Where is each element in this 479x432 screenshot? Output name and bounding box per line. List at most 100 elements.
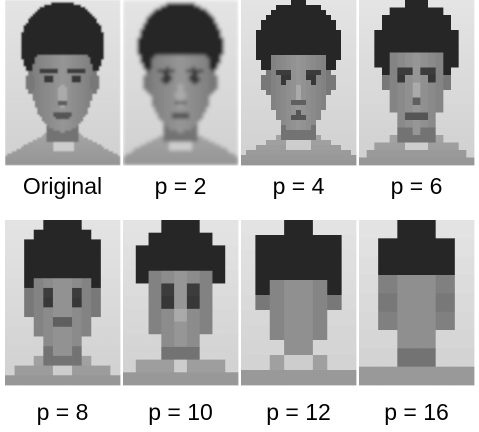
pixel [106, 52, 109, 56]
pixel [131, 57, 135, 62]
pixel [101, 89, 105, 93]
pixel [46, 4, 50, 8]
pixel [76, 61, 79, 65]
pixel [5, 130, 8, 134]
pixel [148, 72, 153, 76]
pixel [83, 98, 86, 102]
pixel [108, 130, 112, 134]
pixel [71, 91, 75, 95]
pixel [7, 38, 10, 42]
pixel [5, 158, 8, 161]
pixel [23, 0, 27, 3]
pixel [108, 16, 112, 19]
pixel [85, 100, 89, 104]
pixel [131, 40, 135, 44]
pixel [32, 89, 36, 93]
pixel [53, 153, 56, 157]
pixel [67, 36, 70, 40]
pixel [194, 55, 199, 59]
pixel [92, 144, 96, 148]
pixel [85, 0, 89, 3]
pixel [83, 116, 86, 120]
pixel [232, 20, 236, 24]
pixel [200, 72, 204, 76]
pixel [30, 98, 33, 102]
pixel [143, 14, 147, 18]
pixel [67, 0, 70, 3]
pixel [30, 2, 33, 5]
pixel [189, 0, 193, 4]
pixel [166, 11, 170, 15]
pixel [97, 4, 100, 8]
pixel [203, 11, 207, 15]
pixel [99, 45, 102, 49]
pixel [30, 137, 33, 141]
pixel [9, 6, 13, 10]
pixel [143, 81, 147, 85]
pixel [32, 144, 36, 148]
pixel [217, 57, 222, 62]
pixel [5, 139, 8, 143]
pixel [134, 69, 138, 73]
pixel [206, 34, 210, 39]
pixel [18, 34, 22, 38]
pixel [137, 57, 141, 62]
pixel [101, 123, 105, 127]
pixel [123, 98, 127, 102]
pixel [7, 153, 10, 157]
pixel [30, 128, 33, 132]
pixel [64, 155, 68, 159]
pixel [23, 25, 27, 28]
pixel [53, 75, 56, 79]
pixel [57, 128, 61, 132]
pixel [69, 93, 73, 97]
pixel [41, 98, 45, 102]
pixel [157, 83, 161, 88]
pixel [80, 57, 84, 60]
pixel [166, 57, 170, 62]
pixel [14, 43, 17, 47]
pixel [113, 20, 116, 24]
pixel [157, 60, 161, 65]
pixel [103, 128, 107, 132]
pixel [157, 89, 161, 94]
pixel [85, 43, 89, 47]
pixel [41, 151, 45, 154]
pixel [123, 8, 127, 12]
pixel [76, 41, 79, 44]
pixel [57, 36, 61, 40]
pixel [55, 119, 59, 122]
pixel [229, 60, 233, 65]
pixel [140, 81, 144, 85]
pixel [9, 98, 13, 102]
pixel [113, 71, 116, 74]
pixel [212, 60, 216, 65]
pixel [18, 64, 22, 67]
pixel [134, 46, 138, 50]
pixel [174, 5, 179, 10]
pixel [74, 151, 77, 154]
pixel [28, 105, 31, 109]
pixel [194, 86, 199, 91]
pixel [60, 84, 63, 88]
pixel [53, 71, 56, 74]
pixel [106, 84, 109, 88]
pixel [171, 57, 176, 62]
pixel [41, 20, 45, 24]
pixel [14, 93, 17, 97]
pixel [174, 89, 179, 94]
pixel [90, 139, 93, 143]
pixel [151, 46, 156, 50]
pixel [209, 26, 213, 30]
pixel [85, 29, 89, 33]
pixel [46, 52, 50, 56]
pixel [97, 57, 100, 60]
pixel [166, 8, 170, 12]
pixel [200, 14, 204, 18]
pixel [192, 49, 196, 53]
pixel [171, 8, 176, 12]
pixel [46, 87, 50, 90]
pixel [235, 23, 239, 27]
pixel [166, 5, 170, 10]
pixel [71, 96, 75, 99]
